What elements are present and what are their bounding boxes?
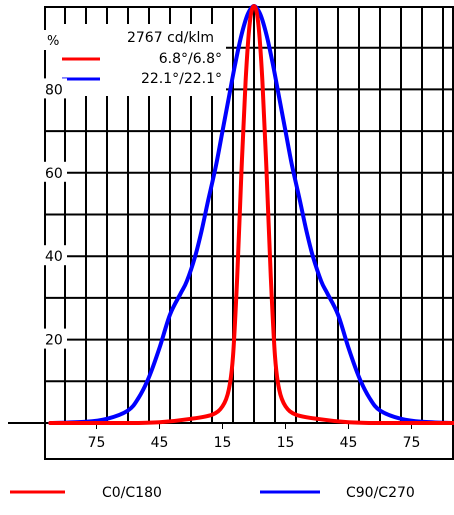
bottom-legend: C0/C180 C90/C270 <box>10 485 415 501</box>
x-tick-label: 75 <box>403 435 421 451</box>
y-tick-label: 80 <box>45 82 63 98</box>
y-axis-label: % <box>47 34 59 49</box>
series-line-c0-c180 <box>48 4 454 426</box>
y-tick-label: 40 <box>45 249 63 265</box>
bottom-legend-label: C0/C180 <box>102 485 162 501</box>
y-tick-label-bg <box>43 328 67 349</box>
x-tick-label: 75 <box>88 435 106 451</box>
plot-border <box>44 6 454 460</box>
x-tick-label: 45 <box>340 435 358 451</box>
y-tick-label-bg <box>43 78 67 99</box>
legend-overlay: 2767 cd/klm 6.8°/6.8° 22.1°/22.1° <box>54 24 226 96</box>
y-tick-label-bg <box>43 161 67 182</box>
bottom-legend-label: C90/C270 <box>346 485 415 501</box>
annotation-intensity: 2767 cd/klm <box>127 30 214 46</box>
series-layer <box>48 4 454 426</box>
legend-label: 6.8°/6.8° <box>159 51 222 67</box>
x-tick-label: 15 <box>214 435 232 451</box>
legend-label: 22.1°/22.1° <box>141 71 222 87</box>
y-tick-label: 20 <box>45 333 63 349</box>
y-tick-label-bg <box>43 245 67 266</box>
x-tick-label: 45 <box>151 435 169 451</box>
x-tick-label: 15 <box>277 435 295 451</box>
y-unit-bg <box>43 30 63 50</box>
axis-labels: 20 40 60 80% 75 45 15 15 45 75 <box>43 30 420 451</box>
y-tick-label: 60 <box>45 166 63 182</box>
